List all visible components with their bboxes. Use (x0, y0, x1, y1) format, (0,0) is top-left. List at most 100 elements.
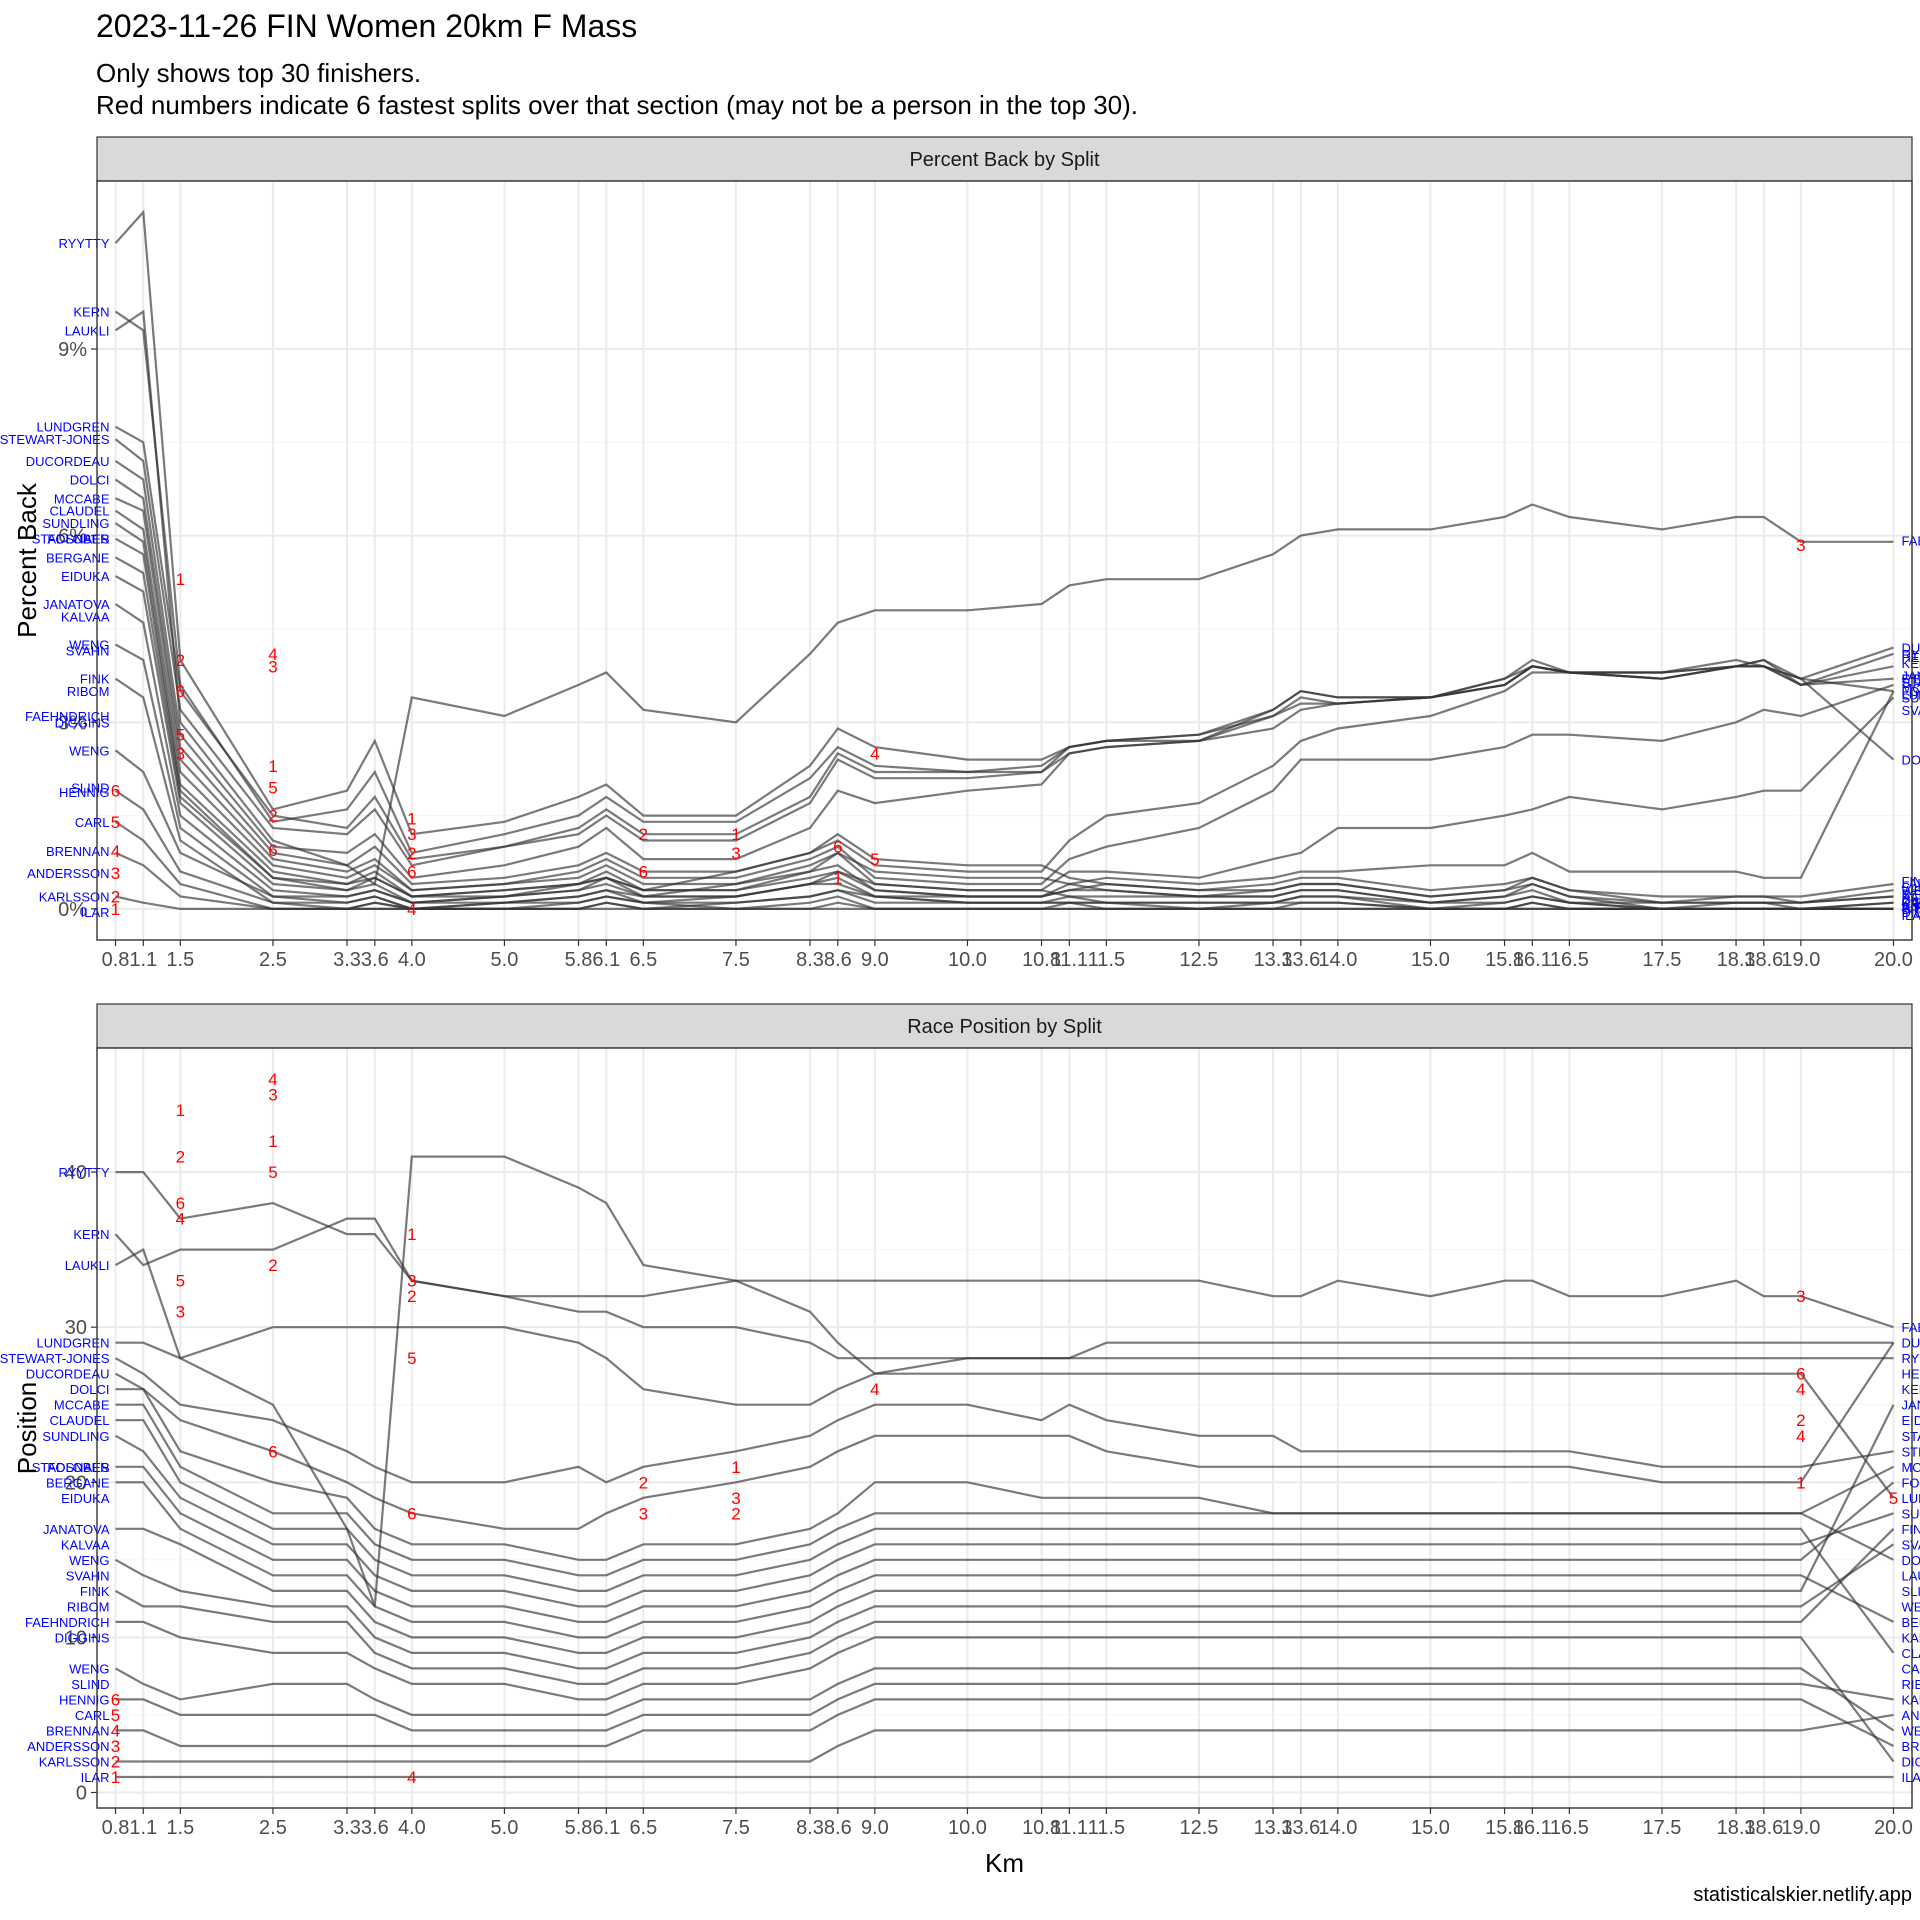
athlete-start-label: KALVAA (61, 1537, 110, 1552)
athlete-end-label: STEWART-JONES (1901, 1444, 1920, 1459)
athlete-start-label: EIDUKA (61, 569, 110, 584)
athlete-end-label: DOLCI (1901, 1553, 1920, 1568)
fast-split-rank: 2 (639, 825, 648, 844)
athlete-end-label: EIDUKA (1901, 1413, 1920, 1428)
athlete-end-label: BERGANE (1901, 886, 1920, 901)
athlete-end-label: KALVAA (1901, 1630, 1920, 1645)
x-tick-label: 10.8 (1022, 1817, 1061, 1839)
chart-title: 2023-11-26 FIN Women 20km F Mass (96, 8, 638, 44)
athlete-start-label: SVAHN (66, 644, 110, 659)
fast-split-rank: 1 (1796, 1473, 1805, 1492)
athlete-end-label: SLIND (1901, 1584, 1920, 1599)
x-tick-label: 12.5 (1179, 949, 1218, 971)
x-tick-label: 15.8 (1485, 949, 1524, 971)
athlete-start-label: MCCABE (54, 491, 110, 506)
athlete-line (115, 1620, 1895, 1763)
athlete-end-label: BERGANE (1901, 1615, 1920, 1630)
fast-split-rank: 5 (870, 850, 879, 869)
fast-split-rank: 3 (1796, 1287, 1805, 1306)
fast-split-rank: 3 (407, 1272, 416, 1291)
x-tick-label: 9.0 (861, 949, 889, 971)
athlete-line (114, 1217, 1894, 1329)
x-tick-label: 8.3 (796, 949, 824, 971)
athlete-start-label: STEWART-JONES (0, 432, 110, 447)
athlete-line (114, 789, 1894, 911)
x-tick-label: 5.8 (565, 949, 593, 971)
athlete-start-label: JANATOVA (43, 597, 110, 612)
y-axis-title: Percent Back (12, 482, 42, 638)
athlete-end-label: LAUKLI (1901, 1568, 1920, 1583)
fast-split-rank: 4 (407, 1768, 416, 1787)
athlete-end-label: KERN (1901, 656, 1920, 671)
fast-split-rank: 1 (731, 825, 740, 844)
x-tick-label: 2.5 (259, 1817, 287, 1839)
athlete-end-label: KARLSSON (1901, 896, 1920, 911)
x-tick-label: 9.0 (861, 1817, 889, 1839)
athlete-line (114, 1342, 1895, 1530)
fast-split-rank: 6 (639, 863, 648, 882)
x-tick-label: 16.5 (1550, 949, 1589, 971)
athlete-end-label: ILAR (1901, 908, 1920, 923)
x-tick-label: 19.0 (1781, 1817, 1820, 1839)
y-axis-title: Position (12, 1382, 42, 1475)
athlete-line (114, 1357, 1894, 1484)
athlete-end-label: STEWART-JONES (1901, 672, 1920, 687)
athlete-end-label: ANDERSSON (1901, 899, 1920, 914)
x-tick-label: 5.8 (565, 1817, 593, 1839)
athlete-end-label: WENG (1901, 901, 1920, 916)
athlete-end-label: DIGGINS (1901, 1754, 1920, 1769)
x-tick-label: 0.8 (102, 1817, 130, 1839)
x-tick-label: 16.1 (1513, 1817, 1552, 1839)
athlete-start-label: CLAUDEL (50, 1413, 110, 1428)
fast-split-rank: 2 (176, 651, 185, 670)
athlete-start-label: FAEHNDRICH (25, 1615, 110, 1630)
athlete-start-label: RIBOM (67, 684, 110, 699)
athlete-start-label: BERGANE (46, 550, 110, 565)
fast-split-rank: 6 (111, 1690, 120, 1709)
athlete-end-label: FAEHNDRICH (1901, 1320, 1920, 1335)
y-tick-label: 0% (58, 899, 87, 921)
athlete-start-label: ANDERSSON (27, 866, 109, 881)
x-tick-label: 16.5 (1550, 1817, 1589, 1839)
fast-split-rank: 4 (1796, 1427, 1805, 1446)
facet-strip-label: Race Position by Split (907, 1016, 1102, 1038)
x-tick-label: 1.1 (129, 949, 157, 971)
x-tick-label: 7.5 (722, 949, 750, 971)
athlete-end-label: SUNDLING (1901, 690, 1920, 705)
athlete-start-label: DUCORDEAU (26, 454, 110, 469)
athlete-start-label: CARL (75, 1708, 110, 1723)
y-tick-label: 20 (65, 1472, 87, 1494)
fast-split-rank: 5 (176, 726, 185, 745)
x-tick-label: 6.5 (629, 949, 657, 971)
fast-split-rank: 4 (870, 744, 879, 763)
x-tick-label: 18.6 (1744, 949, 1783, 971)
fast-split-rank: 6 (1796, 1365, 1805, 1384)
athlete-end-label: DUCORDEAU (1901, 641, 1920, 656)
x-tick-label: 12.5 (1179, 1817, 1218, 1839)
athlete-start-label: ILAR (81, 1770, 110, 1785)
athlete-start-label: SUNDLING (42, 516, 109, 531)
fast-split-rank: 6 (268, 1442, 277, 1461)
athlete-line (114, 1543, 1895, 1670)
athlete-start-label: ANDERSSON (27, 1739, 109, 1754)
y-tick-label: 30 (65, 1317, 87, 1339)
x-tick-label: 10.0 (948, 1817, 987, 1839)
x-tick-label: 11.1 (1051, 1817, 1088, 1839)
athlete-line (115, 1419, 1895, 1654)
y-tick-label: 40 (65, 1162, 87, 1184)
x-tick-label: 14.0 (1318, 1817, 1357, 1839)
athlete-end-label: CARL (1901, 1661, 1920, 1676)
athlete-start-label: DOLCI (70, 473, 110, 488)
fast-split-rank: 3 (176, 744, 185, 763)
athlete-end-label: RIBOM (1901, 896, 1920, 911)
x-tick-label: 8.6 (824, 1817, 852, 1839)
athlete-end-label: ILAR (1901, 1770, 1920, 1785)
x-tick-label: 10.8 (1022, 949, 1061, 971)
athlete-start-label: BRENNAN (46, 1723, 110, 1738)
x-tick-label: 4.0 (398, 949, 426, 971)
x-tick-label: 11.1 (1051, 949, 1088, 971)
athlete-start-label: LAUKLI (65, 1258, 110, 1273)
x-tick-label: 7.5 (722, 1817, 750, 1839)
x-tick-label: 11.5 (1088, 949, 1125, 971)
